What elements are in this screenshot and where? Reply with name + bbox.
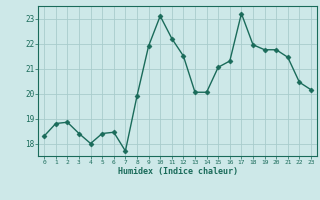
X-axis label: Humidex (Indice chaleur): Humidex (Indice chaleur) [118, 167, 238, 176]
